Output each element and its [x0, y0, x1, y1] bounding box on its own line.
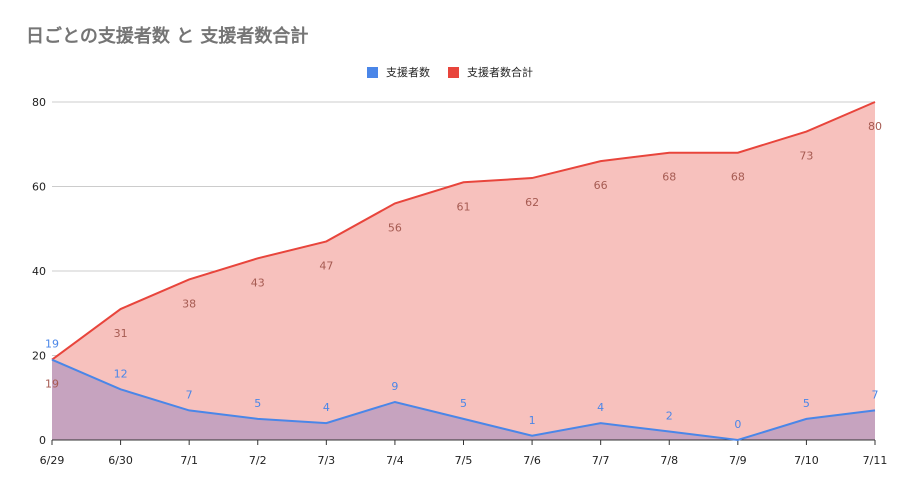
area-series2 [52, 102, 875, 440]
data-label-series2: 73 [799, 150, 813, 163]
data-label-series2: 56 [388, 221, 402, 234]
x-tick-label: 7/7 [592, 454, 610, 467]
x-tick-label: 7/3 [317, 454, 335, 467]
line-series1 [51, 358, 876, 442]
data-label-series1: 5 [254, 397, 261, 410]
legend: 支援者数 支援者数合計 [0, 64, 900, 80]
data-label-series2: 47 [319, 259, 333, 272]
x-tick-label: 7/11 [863, 454, 888, 467]
data-label-series1: 4 [597, 401, 604, 414]
x-tick-label: 7/6 [523, 454, 541, 467]
data-label-series2: 80 [868, 120, 882, 133]
y-tick-label: 40 [32, 265, 46, 278]
x-tick-label: 6/29 [40, 454, 65, 467]
data-label-series1: 0 [734, 418, 741, 431]
x-tick-label: 7/2 [249, 454, 267, 467]
legend-label-series2: 支援者数合計 [467, 66, 533, 79]
y-tick-label: 60 [32, 181, 46, 194]
data-label-series1: 2 [666, 410, 673, 423]
data-label-series2: 38 [182, 297, 196, 310]
chart-title: 日ごとの支援者数 と 支援者数合計 [26, 26, 309, 47]
data-label-series2: 68 [662, 171, 676, 184]
x-tick-label: 7/4 [386, 454, 404, 467]
legend-label-series1: 支援者数 [386, 66, 430, 79]
x-tick-label: 7/8 [660, 454, 678, 467]
data-label-series2: 62 [525, 196, 539, 209]
legend-swatch-series1 [367, 66, 378, 78]
data-label-series1: 12 [114, 367, 128, 380]
data-label-series2: 43 [251, 276, 265, 289]
data-label-series2: 61 [457, 200, 471, 213]
x-tick-label: 7/1 [180, 454, 198, 467]
line-series2 [51, 101, 876, 361]
legend-swatch-series2 [448, 66, 459, 78]
data-label-series1: 4 [323, 401, 330, 414]
data-label-series1: 19 [45, 338, 59, 351]
area-series1 [52, 359, 875, 440]
data-label-series1: 7 [872, 388, 879, 401]
y-tick-label: 80 [32, 96, 46, 109]
data-label-series2: 68 [731, 171, 745, 184]
data-label-series1: 5 [803, 397, 810, 410]
x-tick-label: 6/30 [108, 454, 133, 467]
legend-item-series2[interactable]: 支援者数合計 [448, 64, 533, 80]
x-tick-label: 7/9 [729, 454, 747, 467]
x-tick-label: 7/10 [794, 454, 819, 467]
x-tick-label: 7/5 [455, 454, 473, 467]
legend-item-series1[interactable]: 支援者数 [367, 64, 430, 80]
data-label-series2: 66 [594, 179, 608, 192]
data-label-series1: 9 [391, 380, 398, 393]
data-label-series2: 31 [114, 327, 128, 340]
data-label-series1: 5 [460, 397, 467, 410]
data-label-series1: 7 [186, 388, 193, 401]
y-tick-label: 0 [39, 434, 46, 447]
data-label-series2: 19 [45, 378, 59, 391]
y-tick-label: 20 [32, 350, 46, 363]
data-label-series1: 1 [529, 414, 536, 427]
